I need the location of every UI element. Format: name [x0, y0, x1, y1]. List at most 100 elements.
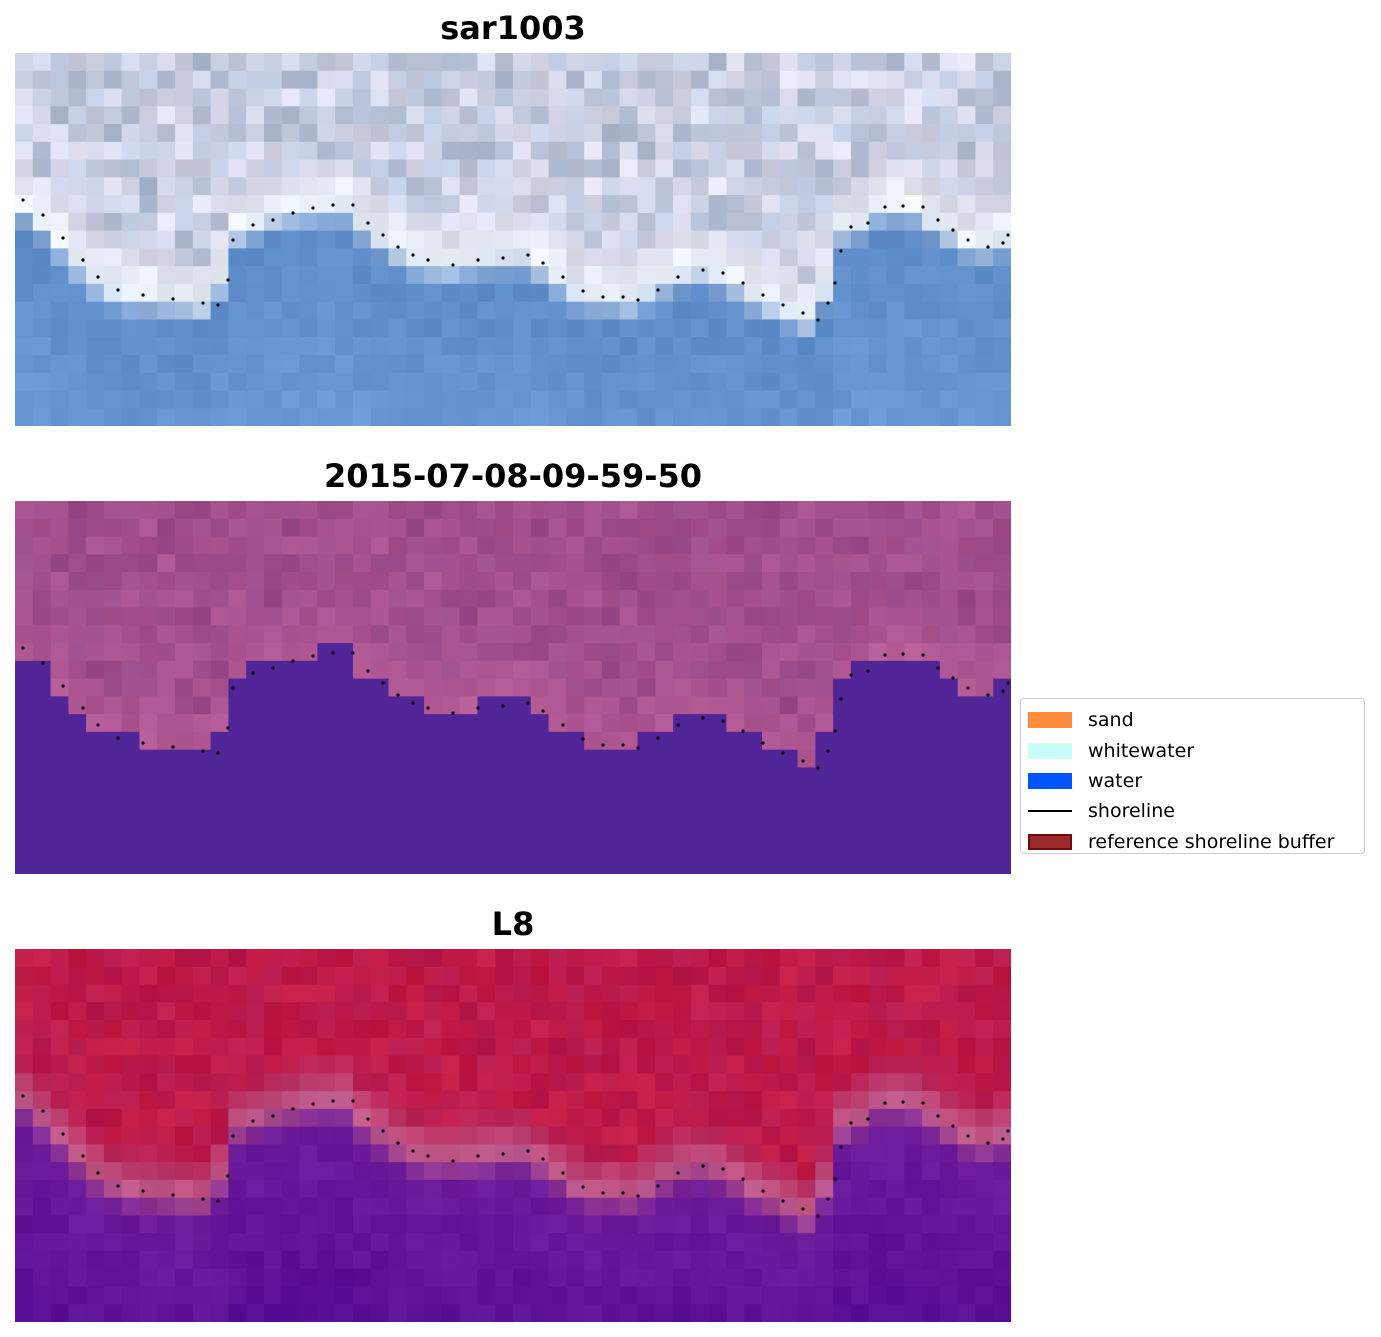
image-pixel: [15, 1197, 34, 1217]
image-pixel: [939, 984, 959, 1003]
image-pixel: [317, 70, 336, 90]
image-pixel: [50, 589, 69, 609]
image-pixel: [264, 554, 283, 573]
image-pixel: [246, 408, 265, 426]
image-pixel: [904, 589, 923, 609]
image-pixel: [975, 337, 994, 356]
legend-item-whitewater: whitewater: [1028, 735, 1364, 765]
image-pixel: [175, 283, 194, 303]
image-pixel: [228, 785, 247, 804]
image-pixel: [459, 88, 479, 107]
image-pixel: [975, 195, 994, 214]
image-pixel: [904, 1250, 923, 1270]
image-pixel: [566, 1215, 585, 1234]
image-pixel: [708, 1197, 728, 1217]
shoreline-point: [501, 704, 505, 708]
image-pixel: [459, 248, 479, 267]
image-pixel: [762, 820, 781, 840]
image-pixel: [317, 643, 336, 662]
image-pixel: [904, 53, 923, 72]
image-pixel: [406, 390, 425, 409]
image-pixel: [281, 1162, 301, 1181]
image-pixel: [86, 536, 105, 555]
image-pixel: [975, 589, 994, 609]
image-pixel: [317, 838, 336, 857]
image-pixel: [868, 1037, 888, 1057]
image-pixel: [50, 572, 69, 591]
image-pixel: [566, 802, 585, 822]
image-pixel: [317, 1250, 336, 1270]
image-pixel: [779, 714, 799, 733]
image-pixel: [548, 536, 567, 555]
image-pixel: [228, 1091, 247, 1110]
image-pixel: [175, 660, 194, 680]
image-pixel: [15, 212, 34, 232]
image-pixel: [584, 714, 603, 733]
image-pixel: [477, 984, 496, 1003]
image-pixel: [957, 1233, 977, 1252]
image-pixel: [192, 984, 212, 1003]
image-pixel: [993, 1286, 1011, 1305]
image-pixel: [15, 70, 34, 90]
image-pixel: [86, 1055, 105, 1074]
image-pixel: [477, 106, 496, 125]
image-pixel: [922, 337, 941, 356]
image-pixel: [601, 1162, 621, 1181]
image-pixel: [815, 212, 834, 232]
image-pixel: [530, 283, 550, 303]
image-pixel: [815, 88, 834, 107]
image-pixel: [50, 1002, 69, 1021]
image-pixel: [103, 966, 123, 986]
image-pixel: [495, 319, 514, 338]
image-pixel: [388, 1179, 407, 1199]
image-pixel: [246, 749, 265, 769]
image-pixel: [477, 408, 496, 426]
image-pixel: [601, 749, 621, 769]
image-pixel: [566, 1268, 585, 1288]
image-pixel: [762, 714, 781, 733]
image-pixel: [868, 106, 888, 125]
image-pixel: [655, 212, 674, 232]
image-pixel: [441, 731, 461, 751]
image-pixel: [904, 337, 923, 356]
image-pixel: [797, 212, 816, 232]
image-pixel: [993, 1002, 1011, 1021]
image-pixel: [370, 159, 390, 178]
image-pixel: [459, 1037, 479, 1057]
image-pixel: [459, 177, 479, 196]
image-pixel: [264, 518, 283, 538]
image-pixel: [264, 1002, 283, 1021]
image-pixel: [566, 1162, 585, 1181]
image-pixel: [637, 230, 656, 249]
image-pixel: [370, 678, 390, 697]
image-pixel: [441, 53, 461, 72]
image-pixel: [975, 749, 994, 769]
shoreline-point: [226, 278, 230, 282]
image-pixel: [477, 1020, 496, 1039]
image-pixel: [690, 1215, 710, 1234]
image-pixel: [673, 1268, 692, 1288]
image-pixel: [495, 501, 514, 520]
image-pixel: [424, 536, 443, 555]
image-pixel: [584, 266, 603, 285]
image-pixel: [850, 266, 870, 285]
image-pixel: [779, 949, 799, 968]
image-pixel: [228, 1144, 247, 1163]
image-pixel: [370, 785, 390, 804]
image-pixel: [459, 984, 479, 1003]
image-pixel: [566, 1073, 585, 1092]
image-pixel: [281, 319, 301, 338]
image-pixel: [601, 536, 621, 555]
image-pixel: [68, 1020, 87, 1039]
image-pixel: [548, 70, 567, 90]
image-pixel: [50, 53, 69, 72]
image-pixel: [370, 212, 390, 232]
image-pixel: [103, 838, 123, 857]
shoreline-point: [656, 288, 660, 292]
image-pixel: [352, 785, 372, 804]
image-pixel: [655, 141, 674, 161]
image-pixel: [922, 1020, 941, 1039]
image-pixel: [477, 53, 496, 72]
image-pixel: [744, 195, 763, 214]
image-pixel: [495, 124, 514, 143]
